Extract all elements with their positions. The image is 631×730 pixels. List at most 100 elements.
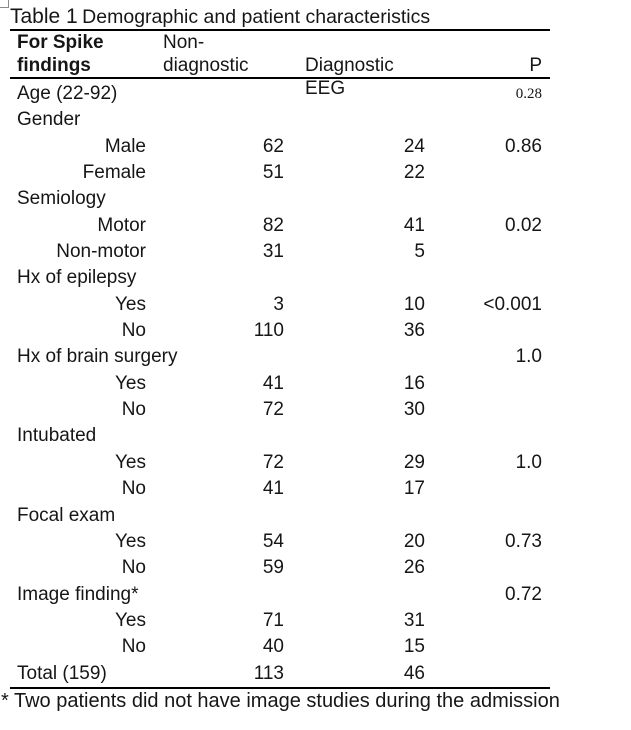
- cell-nondiagnostic: [160, 265, 287, 291]
- table-row: No 40 15: [10, 634, 550, 660]
- row-label: Yes: [115, 451, 146, 473]
- row-label: Yes: [115, 293, 146, 315]
- cell-nondiagnostic: [160, 423, 287, 449]
- table-row: No 72 30: [10, 397, 550, 423]
- table-row: Focal exam: [10, 503, 550, 529]
- cell-nondiagnostic: 59: [262, 557, 284, 579]
- cell-nondiagnostic: 113: [253, 662, 284, 684]
- cell-p: [428, 634, 550, 660]
- cell-p: [428, 503, 550, 529]
- table-row: Yes 72 29 1.0: [10, 450, 550, 476]
- table-caption: Table 1 Demographic and patient characte…: [10, 5, 430, 29]
- cell-p: [428, 476, 550, 502]
- cell-p: [428, 423, 550, 449]
- cell-p: [428, 265, 550, 291]
- cell-p: [428, 397, 550, 423]
- cell-diagnostic: 36: [403, 320, 425, 342]
- cell-p: [428, 186, 550, 212]
- cell-p: [428, 608, 550, 634]
- cell-p: 0.02: [505, 214, 542, 236]
- cell-nondiagnostic: [160, 81, 287, 107]
- cell-nondiagnostic: 71: [262, 609, 284, 631]
- cell-diagnostic: 31: [403, 609, 425, 631]
- cell-diagnostic: [287, 107, 428, 133]
- row-label: Hx of brain surgery: [17, 346, 178, 368]
- table-number: Table 1: [10, 5, 78, 28]
- cell-diagnostic: [287, 265, 428, 291]
- cell-p: 1.0: [515, 451, 542, 473]
- cell-diagnostic: 10: [403, 293, 425, 315]
- cell-nondiagnostic: 82: [262, 214, 284, 236]
- table-row: Yes 71 31: [10, 608, 550, 634]
- header-col-nondiagnostic-line2: diagnostic: [163, 55, 249, 76]
- cell-diagnostic: 20: [403, 530, 425, 552]
- cell-nondiagnostic: 72: [262, 399, 284, 421]
- cell-nondiagnostic: [160, 582, 287, 608]
- cell-p: 0.72: [505, 583, 542, 605]
- bottom-rule: [10, 687, 550, 689]
- row-label: Female: [82, 162, 146, 184]
- cell-nondiagnostic: 62: [262, 135, 284, 157]
- table-row: Image finding* 0.72: [10, 582, 550, 608]
- row-label: Focal exam: [17, 504, 116, 526]
- table-row: No 41 17: [10, 476, 550, 502]
- header-col-nondiagnostic: Non- diagnostic: [160, 31, 287, 100]
- cell-p: [428, 239, 550, 265]
- cell-nondiagnostic: [160, 186, 287, 212]
- row-label: No: [121, 399, 146, 421]
- table-row: Yes 41 16: [10, 371, 550, 397]
- cell-diagnostic: 24: [403, 135, 425, 157]
- cell-nondiagnostic: [160, 344, 287, 370]
- row-label: Age (22-92): [17, 83, 118, 104]
- top-rule: [10, 29, 550, 31]
- row-label: Yes: [115, 372, 146, 394]
- cell-diagnostic: 16: [403, 372, 425, 394]
- row-label: Yes: [115, 530, 146, 552]
- table-row: Semiology: [10, 186, 550, 212]
- row-label: Intubated: [17, 425, 97, 447]
- cell-nondiagnostic: 41: [262, 372, 284, 394]
- cell-nondiagnostic: 51: [262, 162, 284, 184]
- cell-diagnostic: 5: [414, 241, 425, 263]
- header-col-findings: For Spike findings: [10, 31, 160, 100]
- row-label: Motor: [97, 214, 146, 236]
- header-rule: [10, 77, 550, 79]
- table-row: Non-motor 31 5: [10, 239, 550, 265]
- table-title-text: Demographic and patient characteristics: [82, 6, 431, 28]
- table-body: Age (22-92) 0.28 Gender Male 62 24 0.86 Female 5…: [10, 81, 550, 687]
- cell-p: [428, 107, 550, 133]
- cell-diagnostic: 17: [403, 478, 425, 500]
- table-row: Yes 3 10 <0.001: [10, 292, 550, 318]
- table-row: Intubated: [10, 423, 550, 449]
- cell-p: 0.73: [505, 530, 542, 552]
- cell-diagnostic: 29: [403, 451, 425, 473]
- table-row: No 110 36: [10, 318, 550, 344]
- header-col-diagnostic-label: Diagnostic EEG: [305, 55, 394, 99]
- row-label: Gender: [17, 109, 81, 131]
- cell-diagnostic: 41: [403, 214, 425, 236]
- cell-diagnostic: 30: [403, 399, 425, 421]
- row-label: No: [121, 478, 146, 500]
- cell-nondiagnostic: 41: [262, 478, 284, 500]
- cell-nondiagnostic: 40: [262, 636, 284, 658]
- cell-nondiagnostic: [160, 107, 287, 133]
- row-label: Total (159): [17, 662, 107, 684]
- header-col-p-label: P: [529, 55, 542, 76]
- table-row: Motor 82 41 0.02: [10, 213, 550, 239]
- cell-diagnostic: [287, 423, 428, 449]
- row-label: Semiology: [17, 188, 106, 210]
- table-handle-icon[interactable]: [0, 0, 9, 8]
- cell-p: <0.001: [483, 293, 542, 315]
- cell-diagnostic: [287, 344, 428, 370]
- table-row: Gender: [10, 107, 550, 133]
- row-label: Male: [104, 135, 146, 157]
- table-row: Hx of epilepsy: [10, 265, 550, 291]
- cell-p: 1.0: [515, 346, 542, 368]
- cell-nondiagnostic: 3: [273, 293, 284, 315]
- cell-diagnostic: 26: [403, 557, 425, 579]
- row-label: No: [121, 320, 146, 342]
- row-label: No: [121, 557, 146, 579]
- cell-nondiagnostic: 110: [253, 320, 284, 342]
- table-row: Age (22-92) 0.28: [10, 81, 550, 107]
- row-label: No: [121, 636, 146, 658]
